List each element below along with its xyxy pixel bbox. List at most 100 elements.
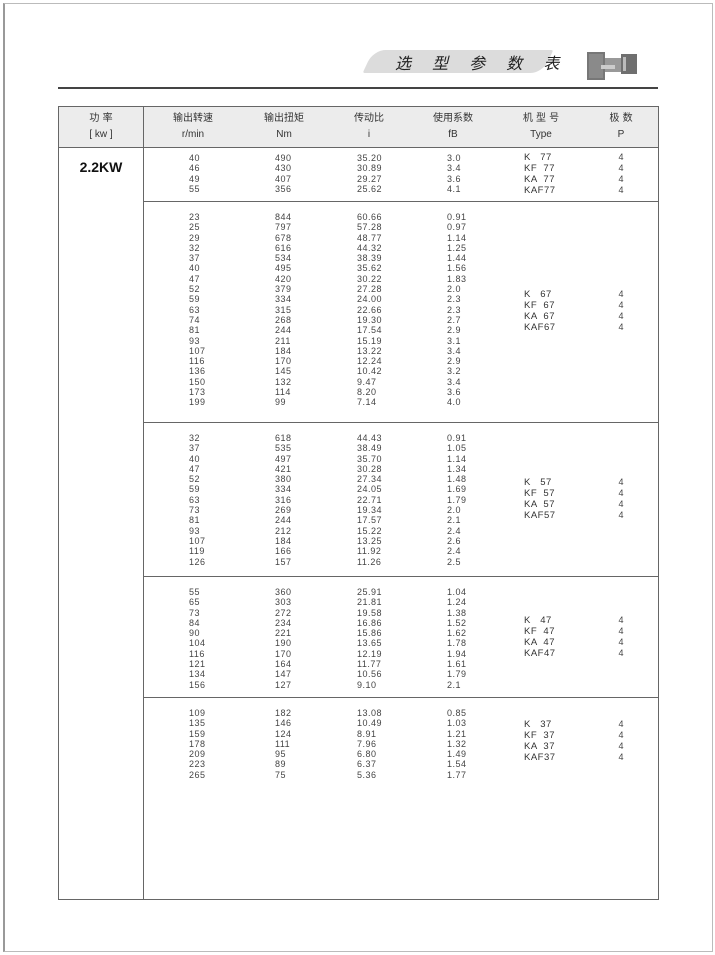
ratio-cell: 5.36 bbox=[357, 769, 377, 780]
fb-column: 0.91 0.97 1.14 1.25 1.44 1.56 1.83 2.0 2.3 2.3 2.7… bbox=[447, 212, 467, 408]
torque-cell: 407 bbox=[275, 173, 292, 184]
torque-cell: 146 bbox=[275, 718, 292, 729]
poles-cell: 4 bbox=[618, 289, 624, 299]
fb-cell: 3.1 bbox=[447, 335, 462, 346]
torque-cell: 303 bbox=[275, 597, 292, 608]
ratio-cell: 24.05 bbox=[357, 484, 383, 495]
fb-column: 0.91 1.05 1.14 1.34 1.48 1.69 1.79 2.0 2.1 2.4 2.6… bbox=[447, 433, 467, 567]
torque-cell: 234 bbox=[275, 617, 292, 628]
ratio-cell: 25.91 bbox=[357, 587, 383, 597]
speed-column: 109 135 159 178 209 223 265 bbox=[189, 708, 206, 780]
speed-cell: 23 bbox=[189, 212, 201, 222]
ratio-cell: 9.10 bbox=[357, 679, 377, 690]
speed-cell: 65 bbox=[189, 597, 201, 608]
speed-cell: 74 bbox=[189, 314, 201, 325]
speed-cell: 136 bbox=[189, 366, 206, 377]
speed-cell: 63 bbox=[189, 304, 201, 315]
ratio-cell: 6.37 bbox=[357, 759, 377, 770]
fb-cell: 1.83 bbox=[447, 273, 467, 284]
fb-cell: 3.6 bbox=[447, 387, 462, 398]
speed-cell: 156 bbox=[189, 679, 206, 690]
ratio-column: 60.66 57.28 48.77 44.32 38.39 35.62 30.22 27.28… bbox=[357, 212, 382, 408]
page-border bbox=[3, 3, 713, 952]
type-cell: K 57 bbox=[524, 477, 552, 488]
torque-cell: 221 bbox=[275, 628, 292, 639]
fb-cell: 1.05 bbox=[447, 443, 467, 454]
poles-cell: 4 bbox=[618, 152, 624, 162]
torque-cell: 844 bbox=[275, 212, 292, 222]
speed-cell: 119 bbox=[189, 546, 205, 557]
type-column: K 57 KF 57 KA 57 KAF57 bbox=[524, 477, 556, 521]
torque-cell: 170 bbox=[275, 356, 292, 367]
speed-cell: 46 bbox=[189, 163, 201, 174]
ratio-cell: 27.34 bbox=[357, 474, 383, 485]
type-cell: KA 47 bbox=[524, 637, 555, 648]
ratio-column: 44.43 38.49 35.70 30.28 27.34 24.05 22.71 19.34… bbox=[357, 433, 382, 567]
col-header-speed: 输出转速 r/min bbox=[173, 113, 213, 140]
torque-column: 182 146 124 111 95 89 75 bbox=[275, 708, 292, 780]
speed-cell: 81 bbox=[189, 515, 201, 526]
power-value: 2.2KW bbox=[79, 159, 123, 175]
fb-cell: 2.5 bbox=[447, 556, 462, 567]
speed-cell: 63 bbox=[189, 494, 201, 505]
torque-cell: 111 bbox=[275, 738, 291, 749]
type-column: K 47 KF 47 KA 47 KAF47 bbox=[524, 615, 556, 659]
ratio-cell: 44.32 bbox=[357, 242, 383, 253]
fb-cell: 4.1 bbox=[447, 183, 462, 194]
poles-cell: 4 bbox=[618, 626, 624, 636]
speed-cell: 107 bbox=[189, 345, 206, 356]
column-divider bbox=[143, 107, 144, 899]
speed-cell: 40 bbox=[189, 453, 201, 464]
selection-table: 功 率[ kw ] 输出转速 r/min 输出扭矩 Nm 传动比 i 使用系数 fB 机… bbox=[58, 106, 659, 900]
ratio-cell: 60.66 bbox=[357, 212, 383, 222]
ratio-cell: 30.89 bbox=[357, 163, 383, 174]
torque-column: 490 430 407 356 bbox=[275, 153, 292, 194]
fb-cell: 2.9 bbox=[447, 325, 462, 336]
type-column: K 77 KF 77 KA 77 KAF77 bbox=[524, 152, 556, 196]
ratio-cell: 29.27 bbox=[357, 173, 383, 184]
ratio-cell: 13.22 bbox=[357, 345, 383, 356]
type-column: K 37 KF 37 KA 37 KAF37 bbox=[524, 719, 556, 763]
type-cell: K 37 bbox=[524, 719, 552, 730]
fb-cell: 4.0 bbox=[447, 397, 462, 408]
torque-cell: 75 bbox=[275, 769, 287, 780]
fb-cell: 3.4 bbox=[447, 163, 462, 174]
table-section: 55 65 73 84 90 104 116 121 134 156 360 303 272 234 221… bbox=[144, 576, 658, 698]
ratio-cell: 35.20 bbox=[357, 153, 383, 163]
poles-cell: 4 bbox=[618, 477, 624, 487]
type-cell: KAF57 bbox=[524, 510, 556, 521]
poles-cell: 4 bbox=[618, 615, 624, 625]
poles-cell: 4 bbox=[618, 499, 624, 509]
type-cell: KF 57 bbox=[524, 488, 555, 499]
ratio-cell: 7.96 bbox=[357, 738, 377, 749]
speed-cell: 40 bbox=[189, 153, 201, 163]
fb-cell: 3.6 bbox=[447, 173, 462, 184]
fb-cell: 1.03 bbox=[447, 718, 467, 729]
speed-cell: 59 bbox=[189, 294, 201, 305]
ratio-cell: 22.71 bbox=[357, 494, 383, 505]
col-header-service-factor: 使用系数 fB bbox=[433, 113, 473, 140]
table-section: 109 135 159 178 209 223 265 182 146 124 111 95 89 75 1… bbox=[144, 697, 658, 899]
poles-cell: 4 bbox=[618, 163, 624, 173]
fb-cell: 1.94 bbox=[447, 648, 467, 659]
torque-cell: 616 bbox=[275, 242, 292, 253]
speed-cell: 73 bbox=[189, 607, 201, 618]
type-cell: K 67 bbox=[524, 289, 552, 300]
ratio-cell: 35.62 bbox=[357, 263, 383, 274]
page-title: 选 型 参 数 表 bbox=[395, 54, 568, 73]
speed-cell: 37 bbox=[189, 253, 201, 264]
speed-cell: 107 bbox=[189, 535, 206, 546]
poles-cell: 4 bbox=[618, 637, 624, 647]
speed-cell: 37 bbox=[189, 443, 201, 454]
torque-cell: 157 bbox=[275, 556, 292, 567]
speed-column: 40 46 49 55 bbox=[189, 153, 200, 194]
ratio-cell: 13.25 bbox=[357, 535, 383, 546]
torque-cell: 166 bbox=[275, 546, 292, 557]
ratio-column: 35.20 30.89 29.27 25.62 bbox=[357, 153, 382, 194]
fb-cell: 1.78 bbox=[447, 638, 467, 649]
poles-cell: 4 bbox=[618, 174, 624, 184]
